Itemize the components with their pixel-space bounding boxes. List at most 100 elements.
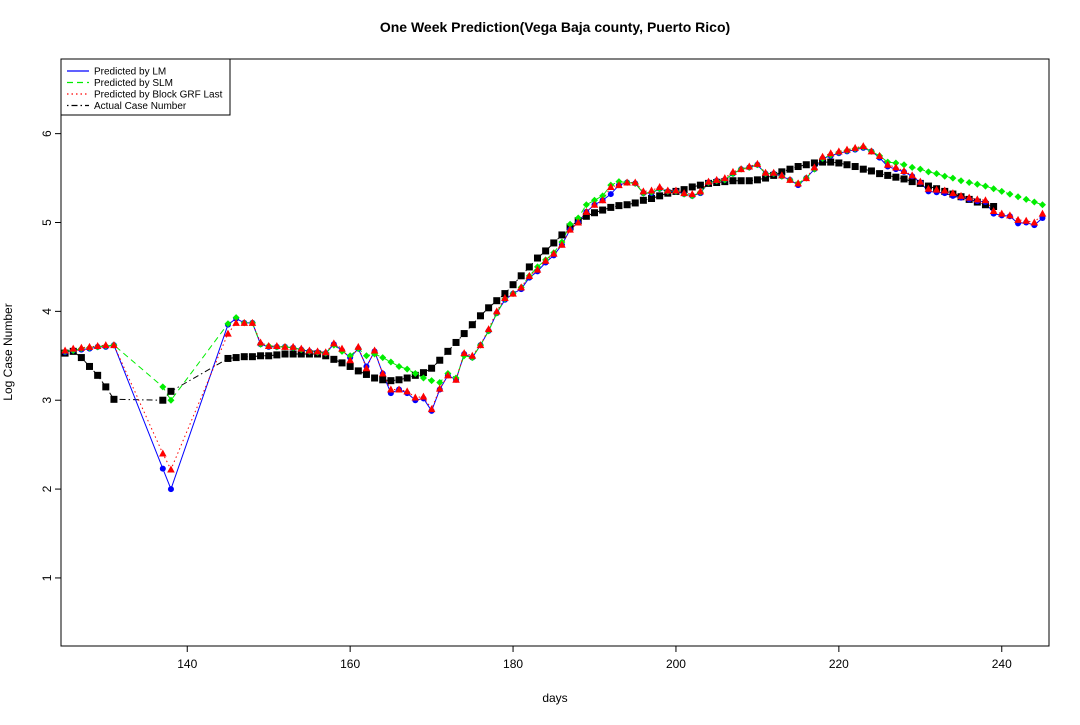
x-tick-label: 140 [177, 657, 197, 671]
data-point [582, 212, 590, 220]
data-point [452, 375, 460, 383]
data-point [533, 254, 541, 262]
data-point [330, 355, 338, 363]
data-point [558, 240, 566, 248]
data-point [110, 341, 118, 349]
data-point [167, 465, 175, 473]
chart-title: One Week Prediction(Vega Baja county, Pu… [380, 19, 730, 35]
legend-label: Predicted by Block GRF Last [94, 90, 223, 101]
data-point [362, 352, 370, 360]
data-point [664, 186, 672, 194]
data-point [93, 342, 102, 350]
data-point [688, 190, 697, 198]
data-point [835, 147, 843, 155]
data-point [606, 182, 615, 190]
data-point [232, 318, 240, 326]
data-point [378, 369, 387, 377]
data-point [354, 342, 363, 350]
data-point [599, 206, 607, 214]
data-point [973, 180, 981, 188]
data-point [566, 225, 574, 233]
data-point [753, 176, 761, 184]
data-point [648, 195, 656, 203]
x-tick-label: 180 [503, 657, 523, 671]
data-point [737, 165, 745, 173]
data-point [110, 395, 118, 403]
data-point [395, 385, 403, 393]
x-tick-label: 160 [340, 657, 360, 671]
data-point [965, 179, 973, 187]
data-point [362, 364, 371, 372]
data-point [729, 177, 737, 185]
data-point [989, 206, 998, 214]
data-point [484, 325, 493, 333]
data-point [102, 383, 110, 391]
data-point [289, 342, 297, 350]
data-point [1006, 211, 1014, 219]
data-point [990, 203, 998, 211]
data-point [721, 174, 729, 182]
data-point [973, 195, 982, 203]
data-point [916, 165, 924, 173]
data-point [778, 171, 786, 179]
data-point [224, 354, 232, 362]
data-point [655, 182, 664, 190]
data-point [680, 189, 688, 197]
data-point [696, 181, 704, 189]
data-point [257, 352, 265, 360]
x-tick-label: 240 [992, 657, 1012, 671]
x-tick-label: 200 [666, 657, 686, 671]
data-point [289, 350, 297, 358]
data-point [933, 170, 941, 178]
data-point [753, 159, 762, 167]
data-point [387, 385, 395, 393]
data-point [509, 281, 517, 289]
data-point [419, 369, 427, 377]
data-point [346, 352, 354, 360]
data-point [981, 196, 990, 204]
data-point [85, 342, 94, 350]
data-point [623, 201, 631, 209]
y-tick-label: 1 [40, 574, 54, 581]
x-axis-label: days [542, 691, 567, 705]
data-point [509, 289, 517, 297]
data-point [379, 376, 387, 384]
data-point [1022, 216, 1030, 224]
data-point [468, 351, 477, 359]
data-point [460, 330, 468, 338]
data-point [745, 162, 754, 170]
data-point [371, 374, 379, 382]
y-tick-label: 2 [40, 485, 54, 492]
y-axis-label: Log Case Number [1, 303, 15, 400]
data-point [1038, 201, 1046, 209]
data-point [900, 175, 908, 183]
data-point [615, 181, 623, 189]
data-point [77, 343, 86, 351]
data-point [867, 167, 875, 175]
data-point [435, 384, 444, 392]
data-point [411, 370, 419, 378]
data-point [281, 342, 289, 350]
data-point [403, 374, 411, 382]
data-point [590, 200, 599, 208]
data-point [598, 196, 607, 204]
data-point [827, 158, 835, 166]
data-point [427, 405, 436, 413]
data-point [240, 353, 248, 361]
data-point [411, 393, 420, 401]
data-point [1014, 193, 1022, 201]
data-point [932, 185, 941, 193]
data-point [94, 371, 102, 379]
data-point [444, 347, 452, 355]
data-point [607, 203, 615, 211]
data-point [403, 365, 411, 373]
data-point [428, 377, 436, 385]
data-point [517, 272, 525, 280]
data-point [794, 179, 802, 187]
data-point [297, 350, 305, 358]
data-point [900, 166, 908, 174]
data-point [786, 165, 794, 173]
data-point [859, 142, 868, 150]
data-point [908, 171, 916, 179]
data-point [941, 172, 949, 180]
